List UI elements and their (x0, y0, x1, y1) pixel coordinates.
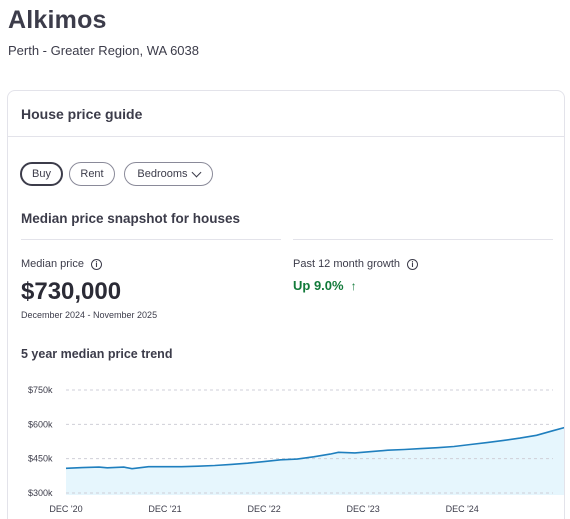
suburb-title: Alkimos (8, 6, 107, 34)
y-tick-label: $750k (28, 385, 53, 395)
y-tick-label: $600k (28, 419, 53, 429)
buy-filter-label: Buy (32, 168, 51, 180)
price-trend-chart: $750k $600k $450k $300k DEC '20 DEC '21 DEC '2… (28, 385, 564, 514)
info-icon[interactable]: i (407, 258, 419, 270)
growth-label: Past 12 month growth i (293, 258, 419, 270)
x-tick-label: DEC '22 (247, 504, 280, 514)
y-tick-label: $300k (28, 488, 53, 498)
median-price-value: $730,000 (21, 278, 122, 305)
median-price-label: Median price i (21, 258, 102, 270)
trend-line (65, 426, 564, 470)
info-icon[interactable]: i (90, 258, 102, 270)
growth-label-text: Past 12 month growth (293, 258, 401, 270)
house-price-guide-card: House price guide Buy Rent Bedrooms Medi… (7, 90, 565, 519)
growth-value-text: Up 9.0% (293, 278, 344, 293)
buy-filter-button[interactable]: Buy (20, 162, 63, 186)
card-title: House price guide (8, 91, 564, 137)
chevron-down-icon (191, 167, 202, 177)
x-tick-label: DEC '23 (347, 504, 380, 514)
snapshot-divider-right (293, 239, 553, 240)
rent-filter-label: Rent (80, 168, 104, 180)
rent-filter-button[interactable]: Rent (69, 162, 115, 186)
x-tick-label: DEC '24 (446, 504, 479, 514)
arrow-up-icon: ↑ (350, 278, 357, 293)
trend-area (66, 427, 564, 495)
snapshot-title: Median price snapshot for houses (21, 211, 241, 226)
bedrooms-dropdown-label: Bedrooms (137, 168, 188, 180)
growth-value: Up 9.0% ↑ (293, 278, 357, 293)
suburb-location: Perth - Greater Region, WA 6038 (8, 43, 200, 58)
bedrooms-dropdown[interactable]: Bedrooms (124, 162, 213, 186)
trend-title: 5 year median price trend (21, 347, 173, 361)
x-tick-label: DEC '21 (148, 504, 181, 514)
median-price-period: December 2024 - November 2025 (21, 310, 158, 320)
median-price-label-text: Median price (21, 258, 84, 270)
snapshot-divider-left (21, 239, 281, 240)
x-tick-label: DEC '20 (49, 504, 82, 514)
y-tick-label: $450k (28, 454, 53, 464)
